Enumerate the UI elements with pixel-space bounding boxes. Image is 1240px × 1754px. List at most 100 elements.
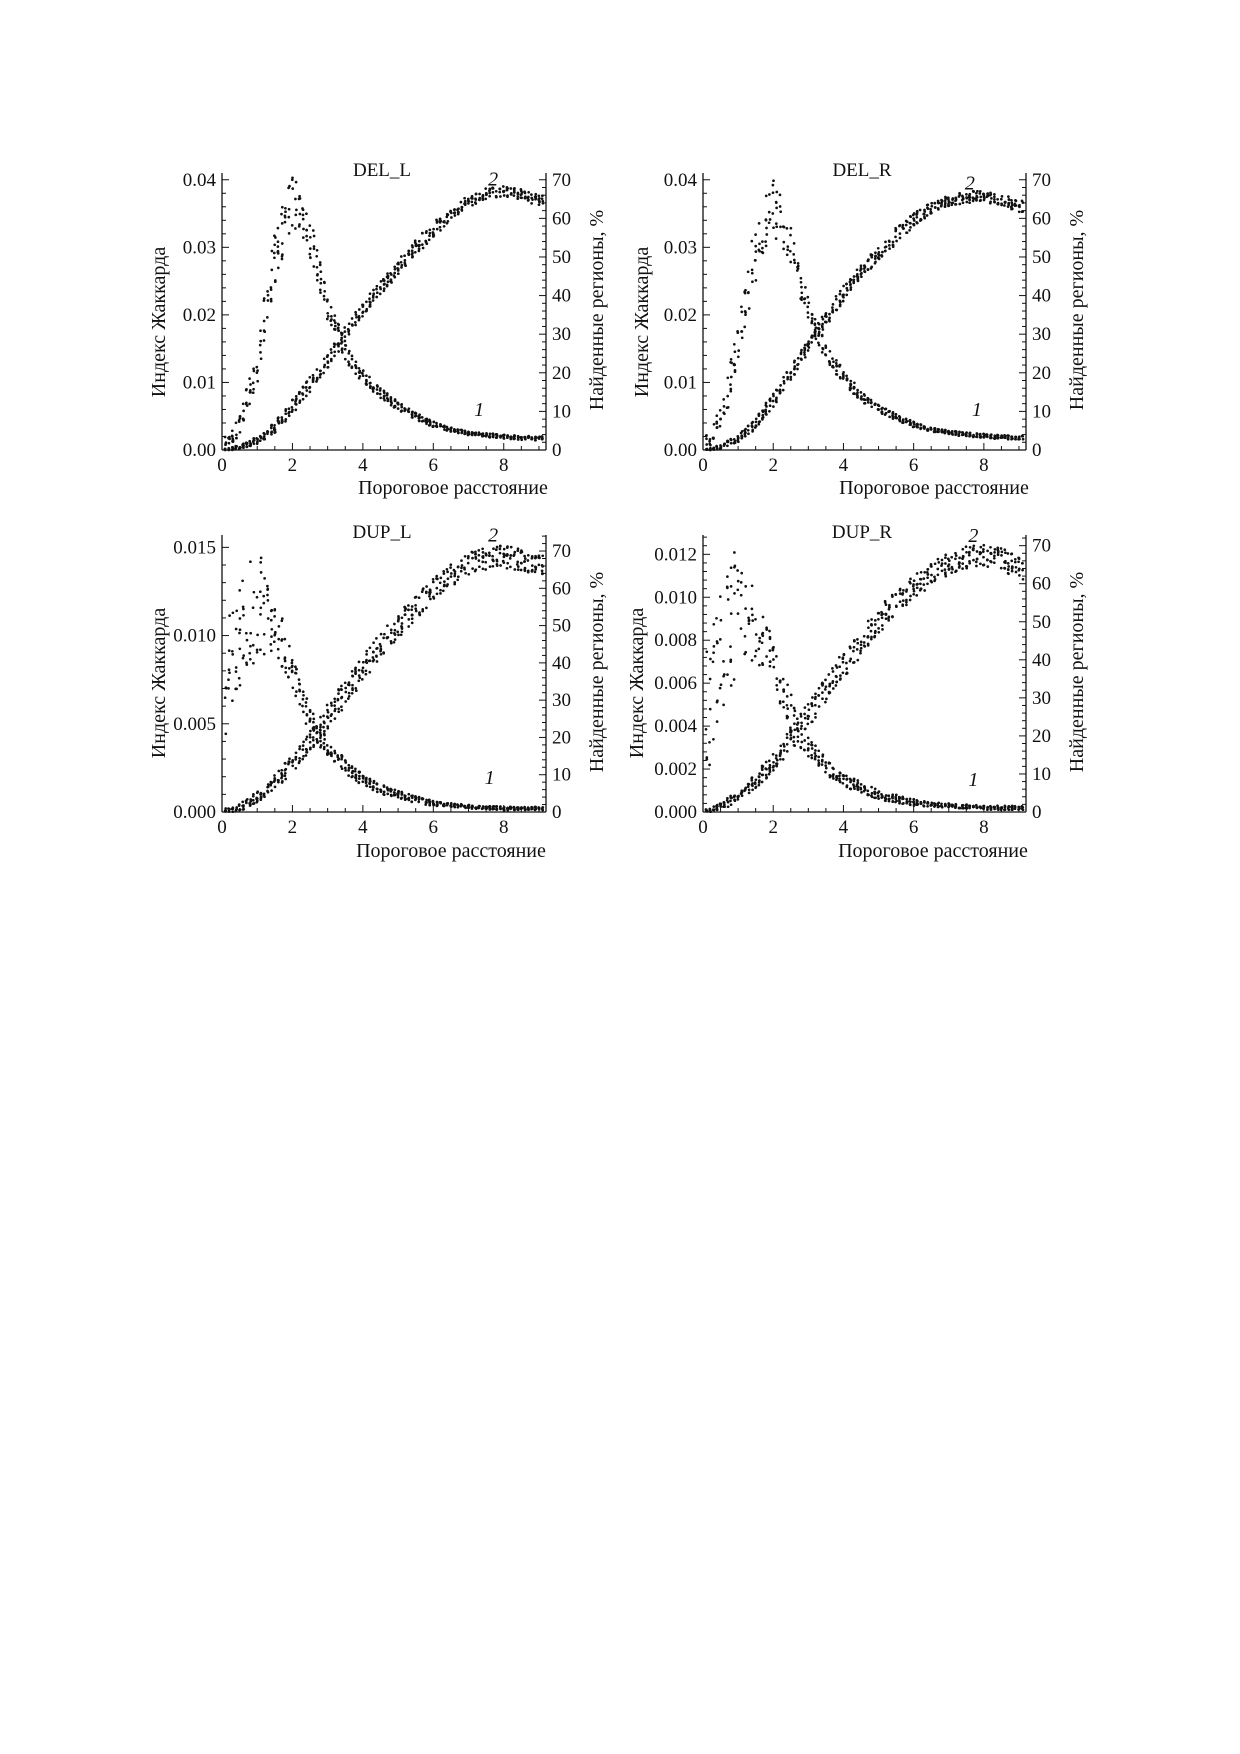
data-point xyxy=(537,196,541,200)
data-point xyxy=(877,627,880,630)
data-point xyxy=(814,749,817,752)
data-point xyxy=(259,556,263,560)
data-point xyxy=(385,392,389,396)
data-point xyxy=(715,616,718,620)
data-point xyxy=(460,566,463,570)
data-point xyxy=(894,593,898,596)
data-point xyxy=(470,807,474,810)
data-point xyxy=(340,347,344,350)
y2-tick-label: 60 xyxy=(1032,208,1051,229)
data-point xyxy=(803,348,807,352)
data-point xyxy=(901,604,905,608)
data-point xyxy=(908,802,912,806)
data-point xyxy=(1020,210,1024,213)
data-point xyxy=(869,637,873,641)
data-point xyxy=(298,212,302,216)
data-point xyxy=(502,808,506,812)
data-point xyxy=(435,800,439,804)
data-point xyxy=(852,661,856,664)
data-point xyxy=(863,645,867,648)
data-point xyxy=(484,807,488,811)
data-point xyxy=(1018,203,1021,207)
data-point xyxy=(519,196,523,199)
data-point xyxy=(337,688,340,691)
data-point xyxy=(722,411,726,415)
data-point xyxy=(379,652,383,656)
data-point xyxy=(312,745,315,749)
data-point xyxy=(322,747,326,751)
data-point xyxy=(729,612,733,615)
data-point xyxy=(795,717,799,721)
x-axis-title: Пороговое расстояние xyxy=(358,477,548,499)
data-point xyxy=(322,725,325,729)
data-point xyxy=(764,767,768,770)
data-point xyxy=(383,394,386,398)
data-point xyxy=(848,280,852,284)
data-point xyxy=(411,255,414,258)
x-tick-label: 0 xyxy=(698,455,708,476)
data-point xyxy=(947,432,951,436)
data-point xyxy=(828,691,832,694)
data-point xyxy=(506,436,509,440)
data-point xyxy=(323,363,327,367)
data-point xyxy=(989,560,993,564)
data-point xyxy=(333,697,337,701)
data-point xyxy=(925,570,929,574)
x-tick-label: 2 xyxy=(288,455,298,476)
data-point xyxy=(368,659,372,663)
data-point xyxy=(258,343,262,347)
data-point xyxy=(259,436,263,439)
data-point xyxy=(403,794,407,797)
data-point xyxy=(410,249,414,253)
data-point xyxy=(424,590,428,594)
data-point xyxy=(372,641,375,645)
data-point xyxy=(540,807,544,811)
data-point xyxy=(859,269,862,272)
data-point xyxy=(915,572,919,575)
data-point xyxy=(761,662,764,665)
data-point xyxy=(421,797,425,801)
data-point xyxy=(765,226,768,230)
data-point xyxy=(523,559,526,563)
data-point xyxy=(725,440,729,444)
data-point xyxy=(975,806,979,810)
data-point xyxy=(950,555,954,559)
data-point xyxy=(350,771,354,775)
data-point xyxy=(509,554,513,557)
data-point xyxy=(740,305,743,309)
data-point xyxy=(357,366,361,370)
data-point xyxy=(326,726,330,730)
data-point xyxy=(718,424,722,428)
data-point xyxy=(442,584,446,588)
data-point xyxy=(981,550,985,553)
data-point xyxy=(1000,554,1003,557)
data-point xyxy=(754,258,757,262)
data-point xyxy=(287,215,291,219)
data-point xyxy=(355,315,358,319)
data-point xyxy=(828,319,831,323)
data-point xyxy=(365,300,368,304)
data-point xyxy=(351,674,355,678)
data-point xyxy=(729,658,733,662)
data-point xyxy=(269,297,273,301)
data-point xyxy=(884,794,888,797)
data-point xyxy=(460,430,464,434)
data-point xyxy=(943,429,947,433)
y2-tick-label: 30 xyxy=(1032,688,1051,709)
data-point xyxy=(340,338,343,342)
data-point xyxy=(986,192,990,195)
data-point xyxy=(799,297,803,300)
data-point xyxy=(936,567,940,571)
data-point xyxy=(379,789,383,792)
data-point xyxy=(277,625,281,628)
data-point xyxy=(252,590,256,594)
data-point xyxy=(733,551,736,554)
data-point xyxy=(389,399,393,403)
data-point xyxy=(283,214,287,218)
data-point xyxy=(508,557,512,560)
data-point xyxy=(919,570,923,574)
y-tick-label: 0.006 xyxy=(654,673,697,694)
data-point xyxy=(909,577,912,581)
data-point xyxy=(280,619,284,623)
data-point xyxy=(223,447,227,451)
